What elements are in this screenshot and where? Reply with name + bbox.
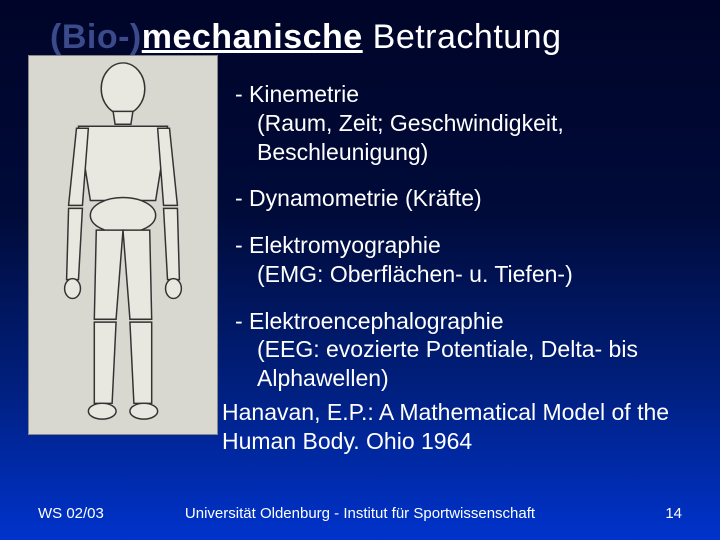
footer-center: Universität Oldenburg - Institut für Spo… — [0, 505, 720, 522]
list-item: - Elektromyographie (EMG: Oberflächen- u… — [235, 231, 700, 289]
item-text: - Elektroencephalographie — [235, 307, 700, 336]
mannequin-figure — [28, 55, 218, 435]
footer-right: 14 — [665, 505, 682, 522]
item-text: - Elektromyographie — [235, 231, 700, 260]
title-rest: Betrachtung — [363, 18, 562, 56]
item-text: - Dynamometrie (Kräfte) — [235, 184, 700, 213]
list-item: - Dynamometrie (Kräfte) — [235, 184, 700, 213]
title-mech: mechanische — [142, 18, 363, 56]
item-sub: (EMG: Oberflächen- u. Tiefen-) — [235, 260, 700, 289]
item-text: - Kinemetrie — [235, 80, 700, 109]
title-prefix: (Bio-) — [50, 18, 142, 56]
slide-title: (Bio-)mechanische Betrachtung — [50, 18, 562, 57]
list-item: - Kinemetrie (Raum, Zeit; Geschwindigkei… — [235, 80, 700, 166]
item-sub: (Raum, Zeit; Geschwindigkeit, Beschleuni… — [235, 109, 700, 167]
item-sub: (EEG: evozierte Potentiale, Delta- bis A… — [235, 335, 700, 393]
citation-text: Hanavan, E.P.: A Mathematical Model of t… — [222, 398, 700, 456]
content-list: - Kinemetrie (Raum, Zeit; Geschwindigkei… — [235, 80, 700, 411]
footer: WS 02/03 Universität Oldenburg - Institu… — [0, 505, 720, 525]
list-item: - Elektroencephalographie (EEG: evoziert… — [235, 307, 700, 393]
